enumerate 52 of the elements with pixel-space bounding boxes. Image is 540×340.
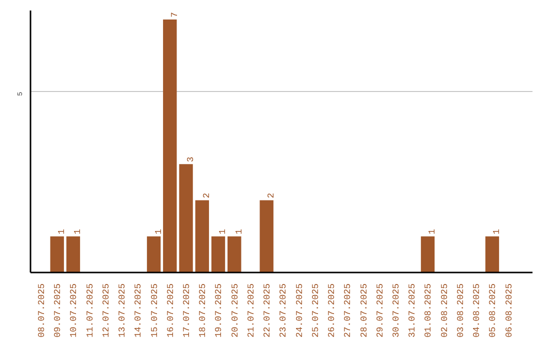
data-label: 1 xyxy=(57,228,68,234)
x-tick-label: 18.07.2025 xyxy=(198,283,208,338)
x-tick-label: 20.07.2025 xyxy=(230,283,240,338)
x-tick-label: 17.07.2025 xyxy=(182,283,192,338)
x-tick-label: 29.07.2025 xyxy=(375,283,386,338)
x-tick-label: 12.07.2025 xyxy=(101,283,112,338)
x-tick-label: 05.08.2025 xyxy=(488,283,498,338)
x-tick-label: 24.07.2025 xyxy=(294,283,305,338)
bar xyxy=(179,164,193,272)
x-tick-label: 30.07.2025 xyxy=(392,283,402,338)
x-tick-label: 13.07.2025 xyxy=(118,283,128,338)
x-tick-label: 14.07.2025 xyxy=(134,283,144,338)
x-tick-label: 04.08.2025 xyxy=(472,283,482,338)
data-label: 1 xyxy=(234,228,244,234)
data-label: 3 xyxy=(186,156,196,162)
x-tick-label: 08.07.2025 xyxy=(36,283,47,338)
x-tick-label: 27.07.2025 xyxy=(343,283,354,338)
x-tick-label: 25.07.2025 xyxy=(310,283,321,338)
x-tick-label: 11.07.2025 xyxy=(85,283,96,338)
data-label: 2 xyxy=(202,192,212,198)
bar xyxy=(228,236,242,272)
x-tick-label: 15.07.2025 xyxy=(150,283,160,338)
data-label: 2 xyxy=(266,192,277,198)
bar xyxy=(485,236,500,272)
x-tick-label: 09.07.2025 xyxy=(53,283,64,338)
bar xyxy=(260,200,274,272)
bar xyxy=(211,236,226,272)
x-tick-label: 01.08.2025 xyxy=(424,283,434,338)
data-label: 1 xyxy=(154,228,164,234)
x-tick-label: 06.08.2025 xyxy=(504,283,514,338)
bar xyxy=(195,200,209,272)
x-tick-label: 26.07.2025 xyxy=(327,283,338,338)
x-tick-label: 03.08.2025 xyxy=(456,283,466,338)
data-label: 1 xyxy=(218,228,228,234)
data-label: 1 xyxy=(73,228,84,234)
x-tick-label: 16.07.2025 xyxy=(166,283,176,338)
x-tick-label: 02.08.2025 xyxy=(440,283,450,338)
data-label: 1 xyxy=(428,228,438,234)
bar xyxy=(146,236,161,272)
x-tick-label: 31.07.2025 xyxy=(408,283,418,338)
x-tick-label: 28.07.2025 xyxy=(359,283,370,338)
bar xyxy=(163,20,177,272)
bar xyxy=(50,236,64,272)
x-tick-label: 22.07.2025 xyxy=(262,283,273,338)
x-tick-label: 23.07.2025 xyxy=(278,283,289,338)
x-tick-label: 19.07.2025 xyxy=(214,283,224,338)
bar xyxy=(420,236,435,272)
data-label: 1 xyxy=(492,228,502,234)
data-label: 7 xyxy=(170,12,180,18)
x-tick-label: 21.07.2025 xyxy=(246,283,256,338)
bar xyxy=(66,236,80,272)
x-tick-label: 10.07.2025 xyxy=(69,283,80,338)
